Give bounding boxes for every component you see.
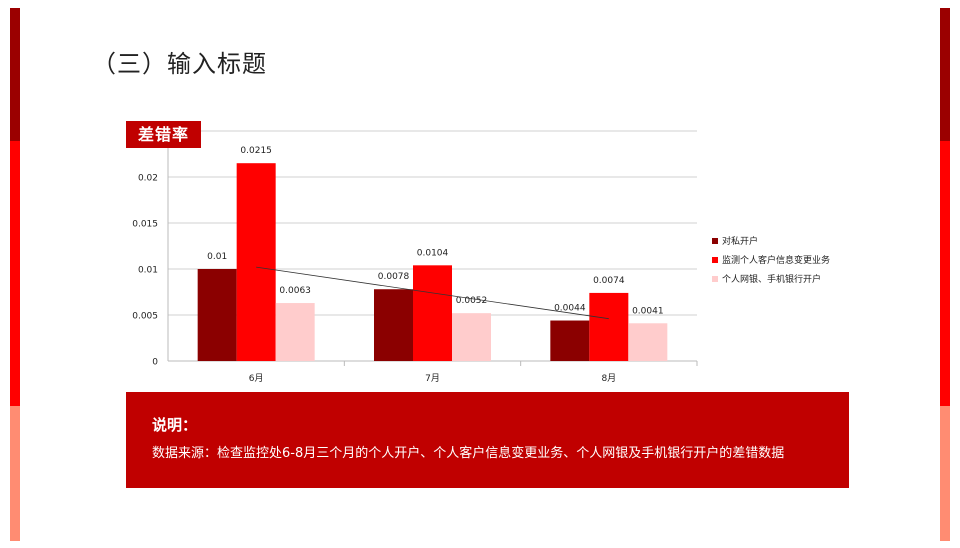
y-tick-label: 0.005 — [132, 312, 158, 322]
bar — [452, 313, 491, 361]
note-title: 说明： — [152, 416, 198, 434]
bar — [236, 163, 276, 361]
legend-item: 监测个人客户信息变更业务 — [712, 250, 830, 269]
bar-value-label: 0.0052 — [456, 296, 488, 306]
bar-value-label: 0.0041 — [632, 306, 664, 316]
legend-item: 对私开户 — [712, 231, 830, 250]
note-text: 数据来源：检查监控处6-8月三个月的个人开户、个人客户信息变更业务、个人网银及手… — [152, 446, 785, 461]
y-tick-label: 0.015 — [132, 220, 158, 230]
y-tick-label: 0.01 — [138, 266, 158, 276]
x-tick-label: 7月 — [425, 373, 440, 384]
bar — [413, 265, 452, 361]
legend-swatch — [712, 275, 718, 282]
chart-legend: 对私开户监测个人客户信息变更业务 个人网银、手机银行开户 — [712, 231, 830, 288]
bar-value-label: 0.0215 — [240, 146, 272, 156]
note-box: 说明： 数据来源：检查监控处6-8月三个月的个人开户、个人客户信息变更业务、个人… — [126, 392, 849, 488]
legend-swatch — [712, 256, 718, 263]
bar — [374, 289, 413, 361]
bar-value-label: 0.0078 — [378, 272, 410, 282]
legend-label: 个人网银、手机银行开户 — [722, 275, 822, 285]
bar — [550, 320, 590, 361]
chart-title-label: 差错率 — [126, 121, 201, 148]
y-tick-label: 0 — [152, 358, 158, 368]
bar-value-label: 0.0063 — [279, 286, 311, 296]
bar — [589, 292, 629, 361]
legend-label: 监测个人客户信息变更业务 — [722, 256, 831, 266]
legend-label: 对私开户 — [722, 237, 759, 247]
x-tick-label: 6月 — [249, 373, 264, 384]
bar — [275, 303, 315, 361]
x-tick-label: 8月 — [601, 373, 616, 384]
bar-value-label: 0.0044 — [554, 304, 586, 314]
bar-value-label: 0.01 — [207, 252, 227, 262]
left-decor-bar — [10, 8, 20, 541]
legend-item: 个人网银、手机银行开户 — [712, 269, 830, 288]
legend-swatch — [712, 237, 718, 244]
page-title: （三）输入标题 — [92, 50, 267, 78]
bar — [197, 269, 237, 361]
y-tick-label: 0.02 — [138, 174, 158, 184]
bar — [628, 323, 668, 361]
bar-value-label: 0.0074 — [593, 276, 625, 286]
trendline — [256, 266, 609, 320]
right-decor-bar — [940, 8, 950, 541]
bar-value-label: 0.0104 — [417, 248, 449, 258]
